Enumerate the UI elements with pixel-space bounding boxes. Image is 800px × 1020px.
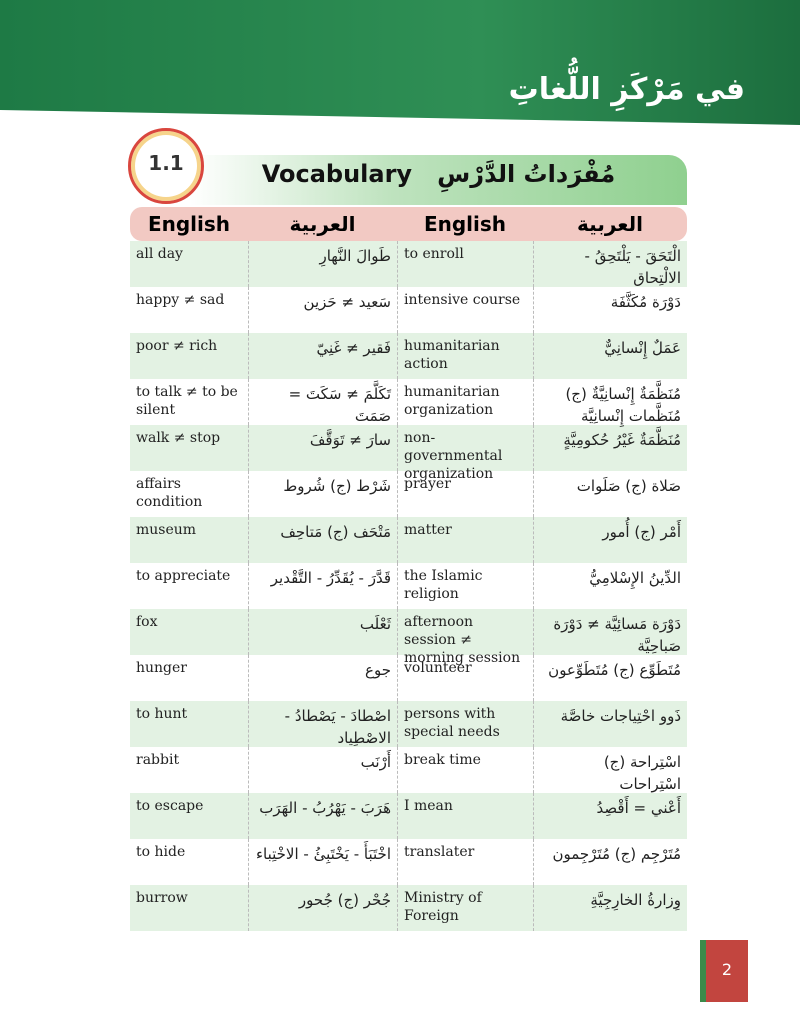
table-row: to escape هَرَبَ - يَهْرُبُ - الهَرَب I me…: [130, 793, 687, 839]
arabic-term: أَعْني = أَقْصِدُ: [533, 793, 687, 839]
table-row: museum مَتْحَف (ج) مَتاحِف matter أَمْر (ج)…: [130, 517, 687, 563]
english-term: museum: [136, 522, 197, 538]
arabic-term: ذَوو احْتِياجات خاصَّة: [533, 701, 687, 747]
arabic-term: شَرْط (ج) شُروط: [248, 471, 397, 517]
arabic-term: عَمَلٌ إِنْسانِيٌّ: [533, 333, 687, 379]
vocab-table: English العربية English العربية all day طَوا…: [130, 207, 687, 931]
section-bar: [190, 155, 687, 205]
english-term: to enroll: [397, 241, 533, 287]
table-row: to hide اخْتَبَأَ - يَخْتَبِئُ - الاخْتِب…: [130, 839, 687, 885]
column-header: العربية: [289, 212, 356, 236]
arabic-term: تَكَلَّمَ ≠ سَكَتَ = صَمَتَ: [248, 379, 397, 425]
arabic-term: سَعيد ≠ حَزين: [248, 287, 397, 333]
arabic-term: أَمْر (ج) أُمور: [533, 517, 687, 563]
arabic-term: جوع: [248, 655, 397, 701]
arabic-term: دَوْرَة مُكَثَّفَة: [533, 287, 687, 333]
arabic-term: مُنَظَّمَةٌ غَيْرُ حُكومِيَّةٍ: [533, 425, 687, 471]
english-term: poor ≠ rich: [136, 338, 218, 354]
english-term: persons with special needs: [397, 701, 533, 747]
english-term: humanitarian action: [397, 333, 533, 379]
title-en: Vocabulary: [261, 160, 413, 188]
table-row: affairs condition شَرْط (ج) شُروط prayer صَ…: [130, 471, 687, 517]
arabic-term: مُتَطَوِّع (ج) مُتَطَوِّعون: [533, 655, 687, 701]
arabic-term: طَوالَ النَّهارِ: [248, 241, 397, 287]
title-ar: مُفْرَداتُ الدَّرْسِ: [437, 160, 616, 188]
english-term: walk ≠ stop: [136, 430, 221, 446]
table-header: English العربية English العربية: [130, 207, 687, 241]
table-row: to appreciate قَدَّرَ - يُقَدِّرُ - التَّ…: [130, 563, 687, 609]
english-term: all day: [136, 246, 183, 262]
column-header: English: [423, 212, 507, 236]
table-row: rabbit أَرْنَب break time اسْتِراحة (ج) اسْ…: [130, 747, 687, 793]
english-term: to talk ≠ to be silent: [136, 384, 238, 418]
english-term: to escape: [136, 798, 204, 814]
arabic-term: فَقير ≠ غَنِيّ: [248, 333, 397, 379]
table-body: all day طَوالَ النَّهارِ to enroll الْتَحَق…: [130, 241, 687, 931]
arabic-term: صَلاة (ج) صَلَوات: [533, 471, 687, 517]
english-term: I mean: [397, 793, 533, 839]
arabic-term: أَرْنَب: [248, 747, 397, 793]
english-term: happy ≠ sad: [136, 292, 225, 308]
arabic-term: سارَ ≠ تَوَقَّفَ: [248, 425, 397, 471]
arabic-term: دَوْرَة مَسائِيَّة ≠ دَوْرَة صَباحِيَّة: [533, 609, 687, 655]
arabic-term: الدِّينُ الإِسْلامِيُّ: [533, 563, 687, 609]
english-term: translater: [397, 839, 533, 885]
header-title: في مَرْكَزِ اللُّغاتِ: [508, 72, 745, 107]
arabic-term: اصْطادَ - يَصْطادُ - الاصْطِياد: [248, 701, 397, 747]
english-term: humanitarian organization: [397, 379, 533, 425]
english-term: break time: [397, 747, 533, 793]
english-term: afternoon session ≠ morning session: [397, 609, 533, 666]
english-term: volunteer: [397, 655, 533, 701]
table-row: to talk ≠ to be silent تَكَلَّمَ ≠ سَكَتَ…: [130, 379, 687, 425]
column-header: English: [147, 212, 231, 236]
arabic-term: ثَعْلَب: [248, 609, 397, 655]
english-term: to appreciate: [136, 568, 231, 584]
english-term: the Islamic religion: [397, 563, 533, 609]
page-number: 2: [700, 940, 748, 1002]
english-term: affairs condition: [136, 476, 203, 510]
english-term: intensive course: [397, 287, 533, 333]
arabic-term: الْتَحَقَ - يَلْتَحِقُ - الالْتِحاق: [533, 241, 687, 287]
english-term: to hunt: [136, 706, 188, 722]
arabic-term: هَرَبَ - يَهْرُبُ - الهَرَب: [248, 793, 397, 839]
english-term: fox: [136, 614, 158, 630]
section-title: Vocabulary مُفْرَداتُ الدَّرْسِ: [190, 160, 687, 188]
badge: 1.1: [128, 128, 204, 204]
arabic-term: اسْتِراحة (ج) اسْتِراحات: [533, 747, 687, 793]
english-term: burrow: [136, 890, 188, 906]
table-row: burrow جُحْر (ج) جُحور Ministry of Foreign…: [130, 885, 687, 931]
table-row: all day طَوالَ النَّهارِ to enroll الْتَحَق…: [130, 241, 687, 287]
table-row: hunger جوع volunteer مُتَطَوِّع (ج) مُتَطَو…: [130, 655, 687, 701]
english-term: Ministry of Foreign: [397, 885, 533, 931]
english-term: matter: [397, 517, 533, 563]
table-row: to hunt اصْطادَ - يَصْطادُ - الاصْطِياد pe…: [130, 701, 687, 747]
arabic-term: مُنَظَّمَةٌ إِنْسانِيَّةٌ (ج) مُنَظَّمات…: [533, 379, 687, 425]
table-row: fox ثَعْلَب afternoon session ≠ morning se…: [130, 609, 687, 666]
header-banner: [0, 0, 800, 125]
english-term: non-governmental organization: [397, 425, 533, 482]
table-row: walk ≠ stop سارَ ≠ تَوَقَّفَ non-governmen…: [130, 425, 687, 482]
table-row: poor ≠ rich فَقير ≠ غَنِيّ humanitarian ac…: [130, 333, 687, 379]
column-header: العربية: [577, 212, 643, 236]
english-term: rabbit: [136, 752, 180, 768]
arabic-term: اخْتَبَأَ - يَخْتَبِئُ - الاخْتِباء: [248, 839, 397, 885]
arabic-term: جُحْر (ج) جُحور: [248, 885, 397, 931]
arabic-term: قَدَّرَ - يُقَدِّرُ - التَّقْدير: [248, 563, 397, 609]
english-term: to hide: [136, 844, 186, 860]
english-term: hunger: [136, 660, 187, 676]
english-term: prayer: [397, 471, 533, 517]
table-row: happy ≠ sad سَعيد ≠ حَزين intensive course…: [130, 287, 687, 333]
arabic-term: مُتَرْجِم (ج) مُتَرْجِمون: [533, 839, 687, 885]
arabic-term: مَتْحَف (ج) مَتاحِف: [248, 517, 397, 563]
arabic-term: وِزارةُ الخارِجِيَّةِ: [533, 885, 687, 931]
